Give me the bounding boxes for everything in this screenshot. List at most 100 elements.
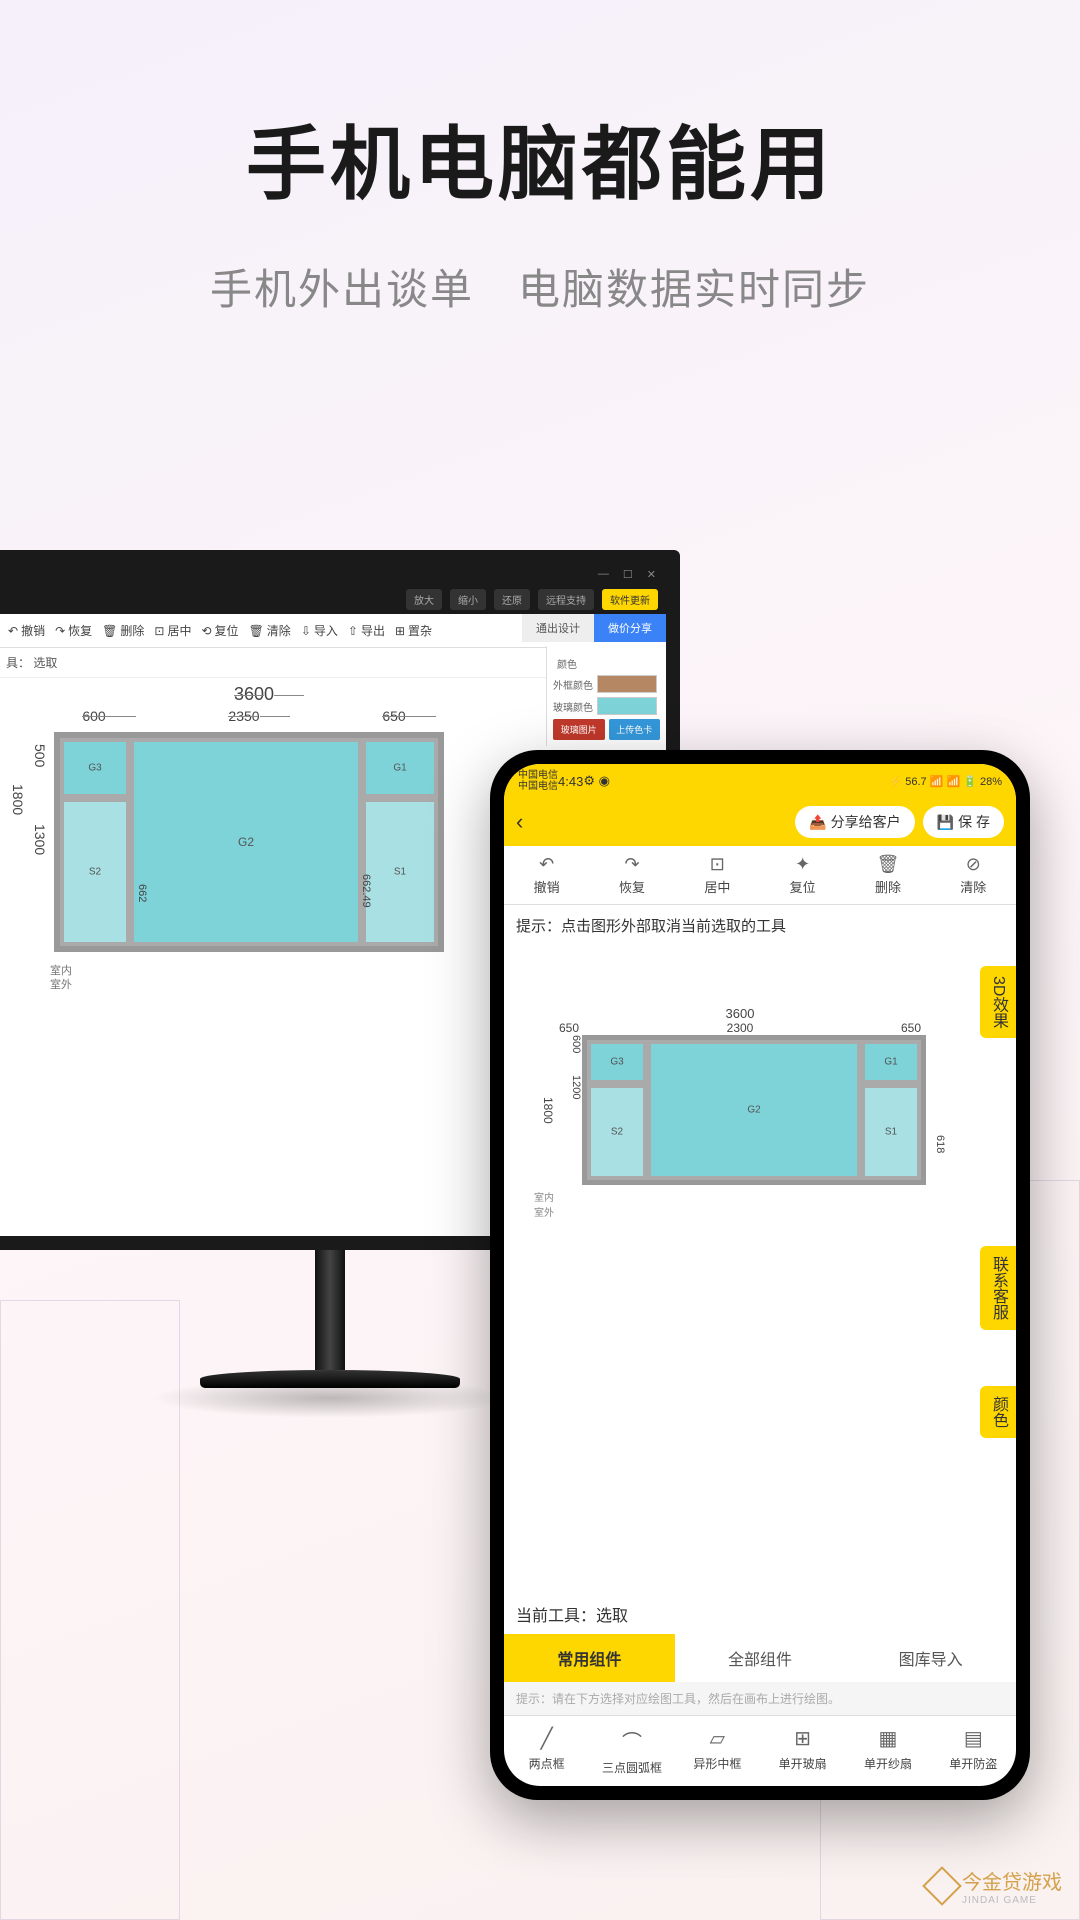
dim-w1: 600 xyxy=(54,708,134,724)
ph-dim-diag: 618 xyxy=(926,1035,946,1185)
phone-canvas[interactable]: 3D效果 联系客服 颜色 3600 650 2300 650 1800 600 xyxy=(504,946,1016,1594)
hint-text: 提示：点击图形外部取消当前选取的工具 xyxy=(504,905,1016,946)
cell-s2: S2 xyxy=(89,867,101,878)
tab-common[interactable]: 常用组件 xyxy=(504,1634,675,1682)
watermark-brand: 今金贷游戏 xyxy=(962,1872,1062,1894)
monitor-shadow xyxy=(150,1378,510,1418)
reset-button[interactable]: 还原 xyxy=(494,589,530,610)
dim-total-height: 1800 xyxy=(10,784,26,815)
close-icon[interactable]: ✕ xyxy=(647,568,656,581)
update-button[interactable]: 软件更新 xyxy=(602,589,658,610)
ph-dim-w2: 2300 xyxy=(604,1021,876,1035)
phone-toolbar: ↶撤销↷恢复⊡居中✦复位🗑删除⊘清除 xyxy=(504,846,1016,905)
toolbar-置杂[interactable]: ⊞置杂 xyxy=(395,622,432,639)
remote-support-button[interactable]: 远程支持 xyxy=(538,589,594,610)
monitor-stand xyxy=(315,1250,345,1370)
ph-dim-totalw: 3600 xyxy=(534,1006,946,1021)
watermark-sub: JINDAI GAME xyxy=(962,1895,1062,1906)
comp-异形中框[interactable]: ▱异形中框 xyxy=(675,1716,760,1786)
component-tabs: 常用组件 全部组件 图库导入 xyxy=(504,1634,1016,1682)
toolbar-恢复[interactable]: ↷恢复 xyxy=(55,622,92,639)
carrier-label: 中国电信 中国电信 xyxy=(518,770,558,792)
dim-w2: 2350 xyxy=(154,708,334,724)
sidetag-3d[interactable]: 3D效果 xyxy=(980,966,1016,1038)
comp-单开防盗[interactable]: ▤单开防盗 xyxy=(931,1716,1016,1786)
frame-color-row: 外框颜色 xyxy=(553,675,660,693)
toolbar-导出[interactable]: ⇧导出 xyxy=(348,622,385,639)
status-prefix: 具： xyxy=(6,656,30,670)
glass-image-button[interactable]: 玻璃图片 xyxy=(553,719,605,740)
phtool-撤销[interactable]: ↶撤销 xyxy=(504,846,589,904)
glass-color-row: 玻璃颜色 xyxy=(553,697,660,715)
frame-color-swatch[interactable] xyxy=(597,675,657,693)
phone-header: ‹ 📤 分享给客户 💾 保 存 xyxy=(504,798,1016,846)
monitor-canvas[interactable]: 3600 600 2350 650 1800 500 1300 G3 S2 G2 xyxy=(14,684,536,1218)
panel-buttons: 玻璃图片 上传色卡 xyxy=(553,719,660,740)
dim-diag2: 662.49 xyxy=(360,874,372,908)
tab-all[interactable]: 全部组件 xyxy=(675,1634,846,1682)
toolbar-导入[interactable]: ⇩导入 xyxy=(301,622,338,639)
monitor-top-actions: 放大 缩小 还原 远程支持 软件更新 xyxy=(0,585,666,614)
toolbar-撤销[interactable]: ↶撤销 xyxy=(8,622,45,639)
comp-单开纱扇[interactable]: ▦单开纱扇 xyxy=(845,1716,930,1786)
ph-dim-w3: 650 xyxy=(876,1021,946,1035)
dim-total-width: 3600 xyxy=(154,684,354,705)
watermark: 今金贷游戏 JINDAI GAME xyxy=(928,1866,1062,1906)
back-icon[interactable]: ‹ xyxy=(516,809,523,835)
ph-side-in: 室内 xyxy=(534,1189,946,1204)
toolbar-复位[interactable]: ⟲复位 xyxy=(201,622,238,639)
component-list: ╱两点框⌒三点圆弧框▱异形中框⊞单开玻扇▦单开纱扇▤单开防盗 xyxy=(504,1715,1016,1786)
ph-cell-s1: S1 xyxy=(885,1127,897,1138)
upload-swatch-button[interactable]: 上传色卡 xyxy=(609,719,661,740)
phtool-恢复[interactable]: ↷恢复 xyxy=(589,846,674,904)
dim-w3: 650 xyxy=(354,708,434,724)
status-icons: ⚙ ◉ xyxy=(583,773,610,789)
dim-h2: 1300 xyxy=(32,824,48,855)
phtool-复位[interactable]: ✦复位 xyxy=(760,846,845,904)
hero-subtitle: 手机外出谈单 电脑数据实时同步 xyxy=(0,216,1080,317)
save-button[interactable]: 💾 保 存 xyxy=(923,806,1004,838)
ph-cell-g1: G1 xyxy=(884,1057,897,1068)
window-controls: — ☐ ✕ xyxy=(0,564,666,585)
minimize-icon[interactable]: — xyxy=(598,568,609,581)
ph-dim-w1: 650 xyxy=(534,1021,604,1035)
current-tool: 当前工具：选取 xyxy=(504,1594,1016,1634)
status-right: ⚡ 56.7 📶 📶 🔋 28% xyxy=(889,775,1003,788)
comp-三点圆弧框[interactable]: ⌒三点圆弧框 xyxy=(589,1716,674,1786)
ph-cell-g2: G2 xyxy=(747,1105,760,1116)
status-value: 选取 xyxy=(33,656,57,670)
tab-design[interactable]: 通出设计 xyxy=(522,614,594,642)
ph-dim-h1: 600 xyxy=(562,1035,582,1075)
phtool-清除[interactable]: ⊘清除 xyxy=(931,846,1016,904)
phtool-删除[interactable]: 🗑删除 xyxy=(845,846,930,904)
zoom-in-button[interactable]: 放大 xyxy=(406,589,442,610)
zoom-out-button[interactable]: 缩小 xyxy=(450,589,486,610)
ph-cell-g3: G3 xyxy=(610,1057,623,1068)
sidetag-support[interactable]: 联系客服 xyxy=(980,1246,1016,1330)
window-drawing: 3600 600 2350 650 1800 500 1300 G3 S2 G2 xyxy=(14,684,536,1218)
color-panel: 颜色 外框颜色 玻璃颜色 玻璃图片 上传色卡 xyxy=(546,646,666,746)
side-outside: 室外 xyxy=(50,976,72,992)
maximize-icon[interactable]: ☐ xyxy=(623,568,633,581)
comp-单开玻扇[interactable]: ⊞单开玻扇 xyxy=(760,1716,845,1786)
cell-g3: G3 xyxy=(88,763,101,774)
tab-import[interactable]: 图库导入 xyxy=(845,1634,1016,1682)
ph-dim-totalh: 1800 xyxy=(541,1097,555,1124)
phone-mockup: 中国电信 中国电信 4:43 ⚙ ◉ ⚡ 56.7 📶 📶 🔋 28% ‹ 📤 … xyxy=(490,750,1030,1800)
tab-share[interactable]: 做价分享 xyxy=(594,614,666,642)
toolbar-清除[interactable]: 🗑清除 xyxy=(249,622,291,639)
comp-两点框[interactable]: ╱两点框 xyxy=(504,1716,589,1786)
toolbar-居中[interactable]: ⊡居中 xyxy=(154,622,191,639)
panel-header: 颜色 xyxy=(553,652,660,675)
ph-cell-s2: S2 xyxy=(611,1127,623,1138)
glass-color-swatch[interactable] xyxy=(597,697,657,715)
status-time: 4:43 xyxy=(558,774,583,789)
cell-s1: S1 xyxy=(394,867,406,878)
monitor-tabs: 通出设计 做价分享 xyxy=(522,614,666,642)
toolbar-删除[interactable]: 🗑删除 xyxy=(102,622,144,639)
hero-title: 手机电脑都能用 xyxy=(0,0,1080,216)
share-button[interactable]: 📤 分享给客户 xyxy=(795,806,914,838)
sidetag-color[interactable]: 颜色 xyxy=(980,1386,1016,1438)
phtool-居中[interactable]: ⊡居中 xyxy=(675,846,760,904)
dim-diag1: 662 xyxy=(136,884,148,902)
